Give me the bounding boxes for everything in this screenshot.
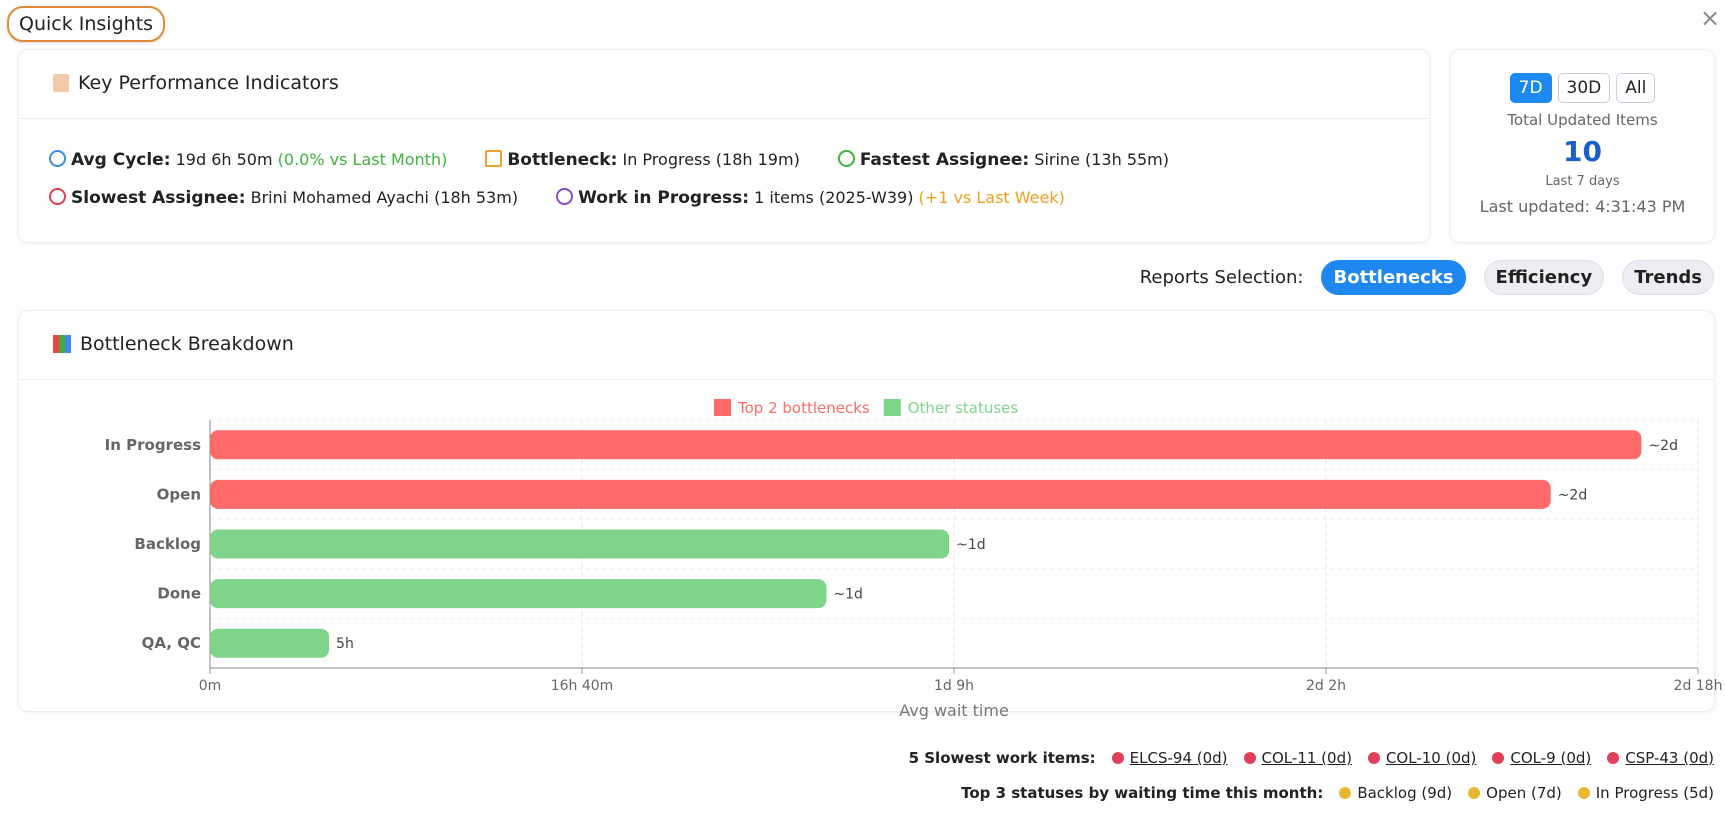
kpi-card: Key Performance Indicators Avg Cycle: 19… (18, 49, 1430, 243)
range-button[interactable]: 7D (1509, 73, 1552, 103)
work-item-link[interactable]: COL-9 (0d) (1510, 749, 1592, 767)
status-text: Backlog (9d) (1357, 784, 1453, 802)
status-item: Open (7d) (1468, 784, 1562, 802)
kpi-label: Bottleneck: (507, 150, 618, 170)
slowest-row: 5 Slowest work items: ELCS-94 (0d) COL-11… (909, 749, 1714, 767)
chart-title: Bottleneck Breakdown (80, 333, 294, 355)
statuses-row: Top 3 statuses by waiting time this mont… (961, 784, 1714, 802)
bar (210, 579, 827, 609)
kpi-value: 1 items (2025-W39) (754, 188, 914, 207)
y-tick-label: In Progress (105, 436, 201, 454)
legend-label: Top 2 bottlenecks (737, 399, 870, 417)
status-item: Backlog (9d) (1339, 784, 1452, 802)
footer-label: Top 3 statuses by waiting time this mont… (961, 784, 1324, 802)
bar (210, 529, 950, 559)
close-button[interactable]: × (1700, 4, 1721, 32)
chart-icon (53, 335, 71, 353)
reports-label: Reports Selection: (1139, 267, 1304, 288)
reports-row: Reports Selection: Bottlenecks Efficienc… (1140, 260, 1714, 295)
x-axis-title: Avg wait time (899, 701, 1009, 720)
summary-count: 10 (1563, 135, 1602, 168)
legend-swatch (883, 399, 901, 416)
work-item-link[interactable]: CSP-43 (0d) (1625, 749, 1714, 767)
work-item: COL-9 (0d) (1492, 749, 1591, 767)
page-title: Quick Insights (7, 6, 166, 42)
status-text: In Progress (5d) (1595, 784, 1714, 802)
y-tick-label: Open (157, 485, 201, 503)
summary-label: Total Updated Items (1507, 111, 1658, 129)
bar (210, 430, 1642, 460)
y-tick-label: QA, QC (142, 634, 201, 652)
value-label: 5h (336, 636, 354, 652)
report-button[interactable]: Bottlenecks (1321, 260, 1466, 295)
bar (210, 479, 1551, 509)
kpi-value: 19d 6h 50m (175, 150, 273, 169)
report-button[interactable]: Trends (1622, 260, 1714, 295)
kpi-title: Key Performance Indicators (78, 72, 339, 94)
kpi-label: Work in Progress: (578, 188, 750, 208)
kpi-value: In Progress (18h 19m) (622, 150, 800, 169)
value-label: ~2d (1648, 438, 1678, 454)
summary-period: Last 7 days (1545, 174, 1620, 189)
kpi-label: Avg Cycle: (71, 150, 171, 170)
kpi-icon (53, 74, 69, 92)
x-tick-label: 2d 2h (1306, 678, 1346, 694)
summary-updated: Last updated: 4:31:43 PM (1479, 197, 1686, 216)
range-button[interactable]: 30D (1557, 73, 1611, 103)
work-item: COL-10 (0d) (1367, 749, 1477, 767)
kpi-label: Slowest Assignee: (71, 188, 246, 208)
value-label: ~2d (1558, 487, 1588, 503)
work-item-link[interactable]: ELCS-94 (0d) (1129, 749, 1228, 767)
y-tick-label: Done (157, 585, 201, 603)
value-label: ~1d (833, 587, 863, 603)
legend-label: Other statuses (908, 399, 1019, 417)
work-item: CSP-43 (0d) (1607, 749, 1714, 767)
summary-card: 7D 30D All Total Updated Items 10 Last 7 d… (1450, 49, 1715, 243)
kpi-delta: (0.0% vs Last Month) (277, 150, 448, 169)
work-item-link[interactable]: COL-10 (0d) (1385, 749, 1477, 767)
value-label: ~1d (956, 537, 986, 553)
kpi-value: Brini Mohamed Ayachi (18h 53m) (250, 188, 519, 207)
status-text: Open (7d) (1486, 784, 1562, 802)
work-item: COL-11 (0d) (1243, 749, 1352, 767)
x-tick-label: 16h 40m (551, 678, 614, 694)
range-button[interactable]: All (1616, 73, 1656, 103)
report-button[interactable]: Efficiency (1483, 260, 1605, 295)
legend-swatch (714, 399, 731, 416)
x-tick-label: 0m (199, 678, 222, 694)
y-tick-label: Backlog (134, 535, 201, 553)
x-tick-label: 1d 9h (934, 678, 974, 694)
work-item: ELCS-94 (0d) (1111, 749, 1228, 767)
work-item-link[interactable]: COL-11 (0d) (1261, 749, 1352, 767)
status-item: In Progress (5d) (1577, 784, 1714, 802)
kpi-label: Fastest Assignee: (859, 150, 1030, 170)
x-tick-label: 2d 18h (1674, 678, 1723, 694)
bar (210, 628, 330, 658)
kpi-value: Sirine (13h 55m) (1034, 150, 1170, 169)
footer-label: 5 Slowest work items: (908, 749, 1096, 767)
kpi-delta: (+1 vs Last Week) (918, 188, 1065, 207)
